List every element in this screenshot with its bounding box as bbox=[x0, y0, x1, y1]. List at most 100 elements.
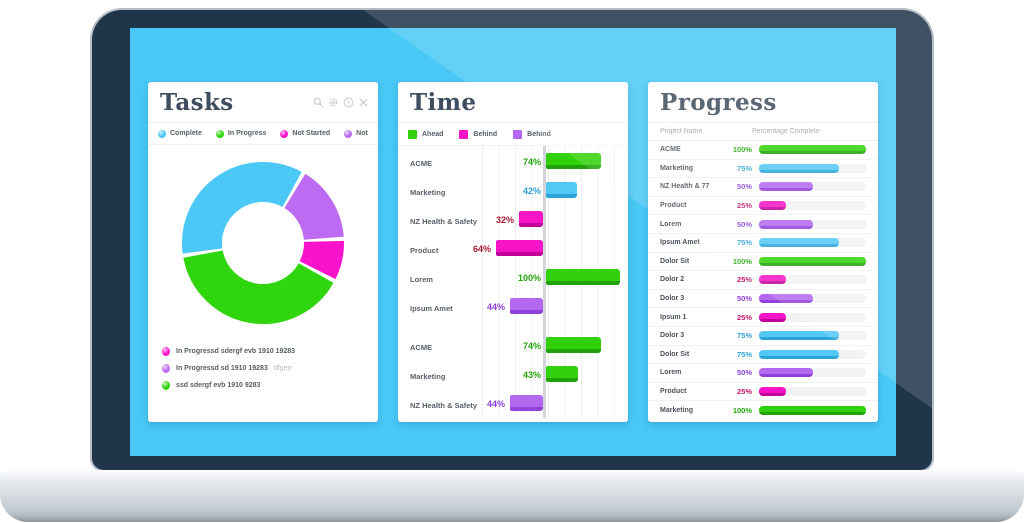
project-name: Product bbox=[660, 202, 687, 210]
progress-bar-fill bbox=[759, 368, 813, 378]
column-project-name: Project Name bbox=[660, 128, 703, 135]
time-chart-row: NZ Health & Safety 32% bbox=[398, 207, 628, 236]
time-chart-row: Ipsum Amet 44% bbox=[398, 294, 628, 323]
footnote-text: In Progressd sdergf evb 1910 19283 bbox=[176, 348, 296, 355]
progress-bar-fill bbox=[759, 387, 786, 397]
time-chart-rows: ACME 74% Marketing 42% NZ Health & Safety 32%… bbox=[398, 146, 628, 420]
progress-bar-fill bbox=[759, 219, 813, 229]
project-name: NZ Health & 77 bbox=[660, 183, 710, 191]
donut-slice-complete[interactable] bbox=[182, 162, 302, 254]
progress-bar-track bbox=[759, 387, 866, 397]
progress-table-row: Dolor Sit 100% bbox=[648, 253, 878, 272]
time-chart-row: Marketing 43% bbox=[398, 362, 628, 391]
project-name: Dolor 3 bbox=[660, 295, 685, 303]
tasks-legend-item[interactable]: Not bbox=[344, 129, 368, 138]
progress-title: Progress bbox=[660, 88, 777, 116]
progress-table-row: Dolor 2 25% bbox=[648, 271, 878, 290]
progress-bar-track bbox=[759, 145, 866, 155]
footnote-dot-icon bbox=[162, 364, 170, 373]
legend-dot-icon bbox=[158, 129, 166, 138]
progress-table-row: Lorem 50% bbox=[648, 215, 878, 234]
time-legend-label: Behind bbox=[473, 130, 498, 138]
time-bar-value: 74% bbox=[522, 341, 541, 351]
close-icon[interactable] bbox=[358, 97, 369, 108]
progress-bar-fill bbox=[759, 163, 840, 173]
time-row-plot: 44% bbox=[482, 391, 628, 420]
time-bar-value: 43% bbox=[522, 370, 541, 380]
progress-table-row: Product 25% bbox=[648, 383, 878, 402]
progress-bar-track bbox=[759, 163, 866, 173]
progress-bar-fill bbox=[759, 312, 786, 322]
time-row-label: Ipsum Amet bbox=[410, 304, 453, 313]
legend-dot-icon bbox=[215, 129, 224, 138]
gear-icon[interactable] bbox=[328, 97, 339, 108]
time-row-plot: 32% bbox=[482, 207, 628, 236]
time-legend: Ahead Behind Behind bbox=[398, 123, 628, 146]
project-name: Lorem bbox=[660, 369, 682, 377]
footnote-dot-icon bbox=[162, 347, 170, 356]
progress-bar-track bbox=[759, 406, 866, 416]
progress-table-header: Project Name Percentage Complete bbox=[648, 123, 878, 141]
time-row-label: ACME bbox=[410, 343, 433, 352]
donut-slice-not-started[interactable] bbox=[299, 240, 344, 280]
legend-square-icon bbox=[513, 129, 523, 139]
time-bar-value: 100% bbox=[517, 273, 541, 283]
project-name: Marketing bbox=[660, 164, 694, 172]
donut-chart-svg bbox=[182, 162, 344, 324]
time-chart-row: ACME 74% bbox=[398, 149, 628, 178]
project-name: Dolor Sit bbox=[660, 350, 690, 358]
progress-bar-fill bbox=[759, 201, 786, 211]
progress-bar-track bbox=[759, 201, 866, 211]
time-legend-item[interactable]: Behind bbox=[513, 129, 551, 139]
progress-table-rows: ACME 100% Marketing 75% NZ Health & 77 50% Pro… bbox=[648, 141, 878, 420]
time-legend-label: Ahead bbox=[422, 130, 444, 138]
tasks-footnote-row: In Progressd sd 1910 19283 dfgerr bbox=[162, 360, 378, 377]
footnote-text: In Progressd sd 1910 19283 bbox=[176, 365, 268, 372]
progress-bar-track bbox=[759, 219, 866, 229]
column-percentage-complete: Percentage Complete bbox=[752, 128, 820, 135]
tasks-legend-item[interactable]: Complete bbox=[158, 129, 202, 138]
progress-bar-fill bbox=[759, 256, 866, 266]
time-bar-ahead bbox=[546, 269, 620, 285]
progress-bar-track bbox=[759, 256, 866, 266]
progress-bar-track bbox=[759, 349, 866, 359]
time-row-plot: 43% bbox=[482, 362, 628, 391]
time-title: Time bbox=[410, 88, 477, 116]
project-percent: 25% bbox=[736, 275, 752, 285]
project-percent: 100% bbox=[732, 256, 752, 266]
search-icon[interactable] bbox=[313, 97, 324, 108]
time-bar-value: 74% bbox=[522, 157, 541, 167]
footnote-dot-icon bbox=[162, 381, 170, 390]
footnote-text: ssd sdergf evb 1910 9283 bbox=[176, 382, 261, 389]
laptop-base bbox=[0, 470, 1024, 522]
project-name: ACME bbox=[660, 146, 681, 154]
tasks-legend-item[interactable]: Not Started bbox=[280, 129, 331, 138]
time-row-label: NZ Health & Safety bbox=[410, 401, 478, 410]
help-icon[interactable]: ? bbox=[343, 97, 354, 108]
donut-slice-in-progress[interactable] bbox=[183, 249, 334, 324]
project-name: Lorem bbox=[660, 220, 682, 228]
project-name: Ipsum 1 bbox=[660, 313, 687, 321]
time-row-label: ACME bbox=[410, 159, 433, 168]
time-bar-behind bbox=[496, 240, 543, 256]
tasks-legend-label: Not Started bbox=[292, 130, 331, 137]
donut-slice-not[interactable] bbox=[283, 173, 344, 241]
tasks-legend-item[interactable]: In Progress bbox=[215, 129, 266, 138]
laptop-screen: Tasks ? bbox=[130, 28, 896, 456]
project-percent: 75% bbox=[736, 331, 752, 341]
footnote-muted-text: dfgerr bbox=[273, 365, 293, 372]
time-legend-item[interactable]: Ahead bbox=[408, 129, 444, 139]
project-name: Marketing bbox=[660, 407, 694, 415]
time-bar-ahead bbox=[546, 153, 601, 169]
time-legend-item[interactable]: Behind bbox=[459, 129, 498, 139]
progress-bar-track bbox=[759, 331, 866, 341]
time-chart-row: Lorem 100% bbox=[398, 265, 628, 294]
project-percent: 100% bbox=[732, 145, 752, 155]
progress-bar-fill bbox=[759, 294, 813, 304]
time-row-label: Marketing bbox=[410, 188, 446, 197]
time-row-plot: 74% bbox=[482, 333, 628, 362]
time-bar-ahead bbox=[546, 337, 601, 353]
progress-bar-fill bbox=[759, 349, 840, 359]
progress-bar-fill bbox=[759, 331, 840, 341]
legend-square-icon bbox=[408, 129, 417, 139]
